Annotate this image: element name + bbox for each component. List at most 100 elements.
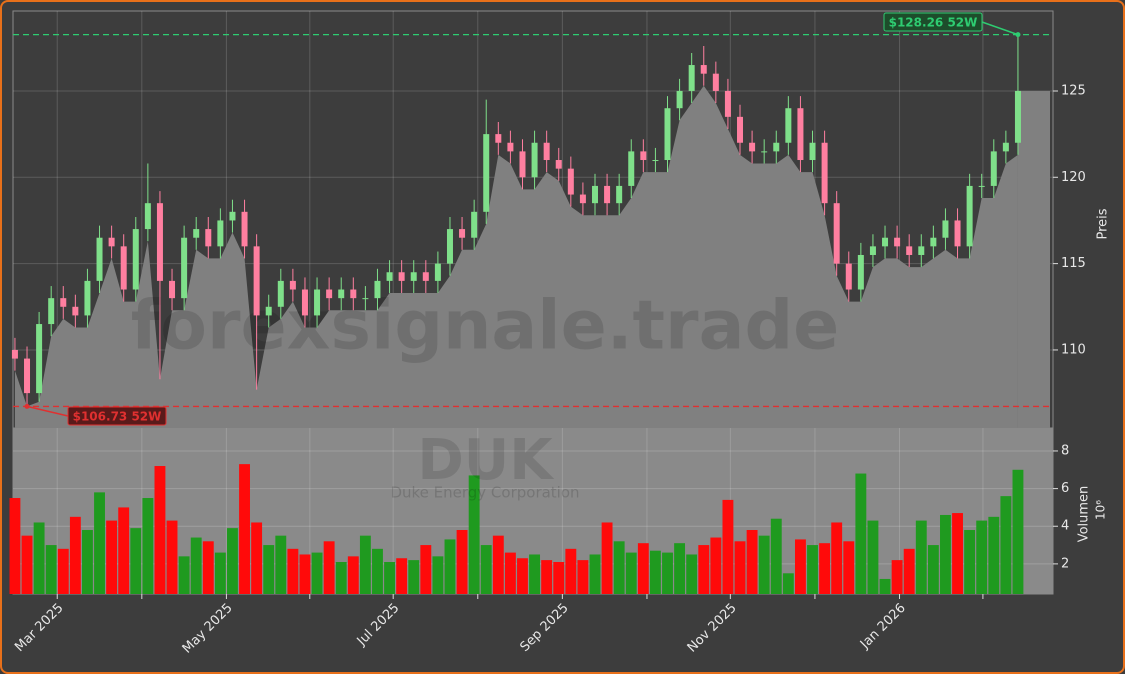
candle-body — [1014, 90, 1021, 143]
arrow-head — [24, 403, 30, 409]
volume-bar — [94, 492, 105, 594]
volume-axis-label: Volumen — [1077, 486, 1092, 543]
volume-unit: 10⁶ — [1094, 500, 1108, 520]
volume-bar — [529, 554, 541, 594]
y-tick-label: 110 — [1061, 342, 1086, 357]
candle-body — [882, 237, 889, 247]
volume-bar — [299, 554, 311, 594]
volume-bar — [940, 514, 951, 594]
volume-bar — [130, 528, 142, 594]
candle-body — [265, 306, 272, 316]
candle-body — [954, 220, 961, 247]
candle-body — [169, 280, 176, 299]
candle-body — [289, 280, 296, 290]
candle-body — [797, 108, 804, 161]
candle-body — [543, 142, 550, 161]
candle-body — [833, 203, 840, 264]
volume-bar — [927, 545, 939, 594]
volume-bar — [517, 558, 528, 594]
volume-bar — [589, 554, 601, 594]
candle-body — [446, 229, 453, 264]
volume-bar — [21, 535, 33, 594]
volume-bar — [964, 530, 976, 594]
volume-bar — [118, 507, 130, 594]
volume-bar — [372, 548, 383, 594]
volume-bar — [492, 535, 504, 594]
volume-bar — [227, 528, 238, 594]
candle-body — [459, 229, 466, 238]
annotation-box — [883, 12, 983, 32]
volume-bar — [359, 535, 371, 594]
volume-bar — [988, 516, 1000, 594]
volume-bar — [311, 552, 323, 594]
volume-bar — [565, 548, 577, 594]
candle-body — [301, 289, 308, 316]
price-area — [14, 85, 1018, 429]
candle-body — [338, 289, 345, 299]
candle-body — [374, 280, 381, 299]
candle-body — [869, 246, 876, 255]
candle-body — [11, 349, 18, 359]
candle-body — [72, 306, 79, 316]
volume-bar — [82, 530, 93, 594]
price-area-tail — [1017, 90, 1050, 428]
volume-bar — [843, 541, 855, 594]
candle-body — [942, 220, 949, 238]
volume-bar — [734, 541, 746, 594]
candle-body — [241, 211, 248, 247]
volume-bar — [625, 552, 637, 594]
volume-bar — [468, 475, 480, 594]
volume-bar — [952, 513, 963, 594]
volume-bar — [915, 520, 927, 594]
candle-body — [773, 142, 780, 152]
volume-bar — [855, 473, 867, 594]
volume-bar — [504, 552, 516, 594]
y-axis-label: Preis — [1096, 208, 1111, 239]
volume-bar — [323, 541, 335, 594]
volume-bar — [287, 548, 299, 594]
volume-bar — [770, 518, 782, 594]
candle-body — [604, 185, 611, 204]
candle-body — [277, 280, 284, 307]
candle-body — [253, 246, 260, 316]
volume-bar — [831, 522, 843, 594]
candle-body — [712, 73, 719, 91]
volume-bar — [408, 560, 420, 594]
candle-body — [966, 185, 973, 247]
y-tick-label: 115 — [1061, 256, 1086, 271]
candle-body — [688, 65, 695, 91]
x-tick-label: Jan 2026 — [857, 601, 909, 653]
volume-bar — [432, 556, 444, 594]
candle-body — [398, 272, 405, 281]
candle-body — [60, 298, 67, 307]
y-tick-label: 125 — [1061, 83, 1086, 98]
candle-body — [362, 298, 369, 300]
candle-body — [809, 142, 816, 161]
volume-bar — [879, 578, 891, 594]
candle-body — [144, 203, 151, 230]
volume-bar — [263, 545, 275, 594]
volume-bar — [480, 545, 492, 594]
volume-bar — [275, 535, 287, 594]
y-tick-label: 8 — [1061, 443, 1069, 458]
volume-bar — [190, 537, 202, 594]
candle-body — [555, 160, 562, 169]
candle-body — [84, 280, 91, 316]
x-tick-label: May 2025 — [180, 601, 236, 657]
candle-body — [326, 289, 333, 299]
annotation-arrow — [981, 21, 1019, 36]
x-tick-label: Mar 2025 — [12, 601, 66, 655]
symbol-watermark: DUK — [417, 428, 555, 493]
volume-bar — [154, 466, 166, 594]
company-watermark: Duke Energy Corporation — [390, 484, 579, 502]
x-tick-label: Jul 2025 — [354, 601, 403, 650]
volume-bar — [45, 545, 57, 594]
volume-bar — [867, 520, 879, 594]
candle-body — [724, 90, 731, 117]
x-tick-label: Nov 2025 — [685, 601, 740, 656]
y-tick-label: 6 — [1061, 481, 1069, 496]
volume-bar — [601, 522, 613, 594]
candle-body — [229, 211, 236, 221]
